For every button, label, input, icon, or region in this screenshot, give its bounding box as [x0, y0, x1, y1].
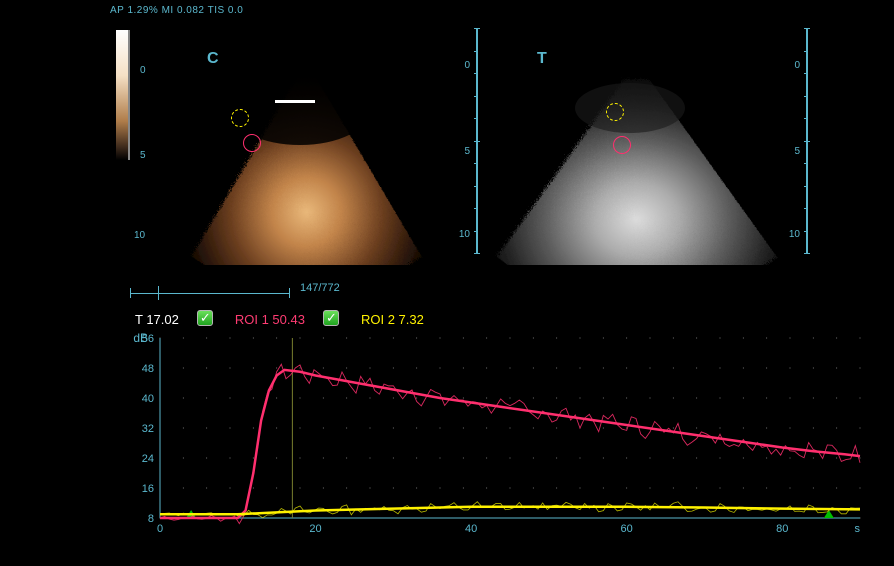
roi2-marker-tissue[interactable] [606, 103, 624, 121]
svg-text:8: 8 [148, 513, 154, 525]
scan-label-c: C [207, 50, 219, 68]
svg-text:60: 60 [621, 523, 633, 535]
scan-panel-contrast: C [155, 30, 455, 265]
depth-tick-label: 5 [464, 146, 470, 157]
svg-text:40: 40 [142, 393, 154, 405]
depth-ruler-left: 0 5 10 [450, 28, 490, 253]
svg-text:48: 48 [142, 363, 154, 375]
svg-text:80: 80 [776, 523, 788, 535]
svg-text:0: 0 [157, 523, 163, 535]
depth-tick-label: 10 [789, 229, 800, 240]
svg-text:24: 24 [142, 453, 154, 465]
depth-tick-label: 0 [464, 60, 470, 71]
depth-ruler-right: 0 5 10 [780, 28, 820, 253]
depth-tick-label: 0 [794, 60, 800, 71]
scan-panel-tissue: T [485, 30, 785, 265]
legend-time: T 17.02 [135, 312, 179, 327]
svg-text:32: 32 [142, 423, 154, 435]
legend-roi1: ROI 1 50.43 [235, 312, 305, 327]
legend-roi2: ROI 2 7.32 [361, 312, 424, 327]
intensity-gradient-scale [116, 30, 130, 220]
grad-tick-0: 0 [140, 65, 146, 76]
depth-tick-label: 10 [459, 229, 470, 240]
svg-text:s: s [855, 523, 861, 535]
roi2-checkbox[interactable] [323, 310, 343, 329]
frame-counter: 147/772 [300, 282, 340, 294]
frame-slider[interactable] [130, 285, 290, 301]
roi2-marker-contrast[interactable] [231, 109, 249, 127]
intensity-gradient-bar [116, 30, 130, 160]
roi1-marker-contrast[interactable] [243, 134, 261, 152]
scan-label-t: T [537, 50, 547, 68]
roi1-checkbox[interactable] [197, 310, 217, 329]
depth-tick-label: 5 [794, 146, 800, 157]
svg-text:16: 16 [142, 483, 154, 495]
grad-tick-10: 10 [134, 230, 145, 241]
roi1-marker-tissue[interactable] [613, 136, 631, 154]
intensity-time-chart: dB8162432404856020406080s [130, 332, 870, 542]
svg-text:56: 56 [142, 333, 154, 345]
svg-text:40: 40 [465, 523, 477, 535]
svg-text:20: 20 [309, 523, 321, 535]
status-line: AP 1.29% MI 0.082 TIS 0.0 [110, 5, 243, 16]
chart-legend: T 17.02 ROI 1 50.43 ROI 2 7.32 [135, 310, 424, 329]
grad-tick-5: 5 [140, 150, 146, 161]
